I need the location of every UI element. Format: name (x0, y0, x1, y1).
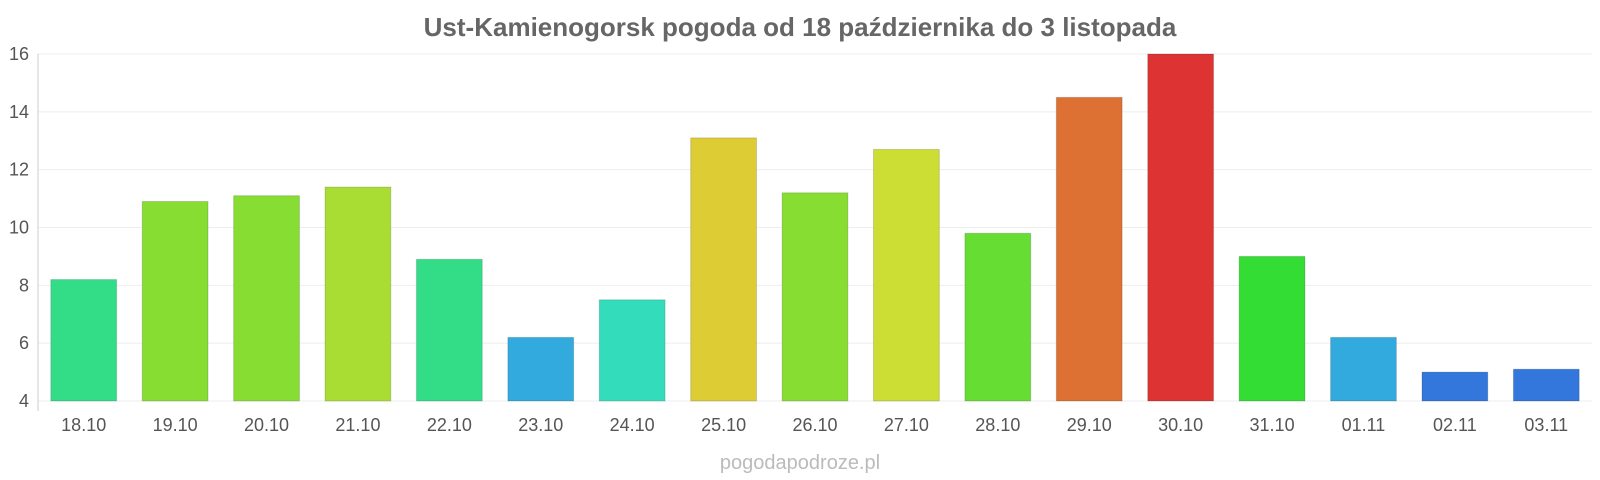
x-tick-label: 19.10 (153, 415, 198, 435)
x-tick-label: 23.10 (518, 415, 563, 435)
x-tick-label: 22.10 (427, 415, 472, 435)
footer-source: pogodapodroze.pl (720, 452, 880, 474)
x-tick-label: 21.10 (335, 415, 380, 435)
x-tick-label: 26.10 (792, 415, 837, 435)
bar-18.10 (50, 279, 118, 402)
bar-25.10 (690, 137, 757, 402)
x-tick-label: 31.10 (1250, 415, 1295, 435)
bar-27.10 (873, 148, 940, 402)
x-tick-label: 30.10 (1158, 415, 1203, 435)
bar-20.10 (233, 195, 300, 402)
y-tick-label: 8 (19, 275, 29, 295)
bar-22.10 (415, 258, 483, 402)
x-axis-ticks: 18.10 19.10 20.10 21.10 22.10 23.10 24.10 25.10… (61, 415, 1568, 435)
x-tick-label: 24.10 (610, 415, 655, 435)
y-tick-label: 6 (19, 333, 29, 353)
x-tick-label: 27.10 (884, 415, 929, 435)
y-tick-label: 12 (9, 160, 29, 180)
x-tick-label: 20.10 (244, 415, 289, 435)
y-tick-label: 16 (9, 44, 29, 64)
x-tick-label: 03.11 (1524, 415, 1568, 435)
bar-30.10 (1147, 53, 1215, 402)
chart-title: Ust-Kamienogorsk pogoda od 18 październi… (424, 12, 1177, 42)
bar-series (50, 53, 1580, 402)
x-tick-label: 28.10 (975, 415, 1020, 435)
x-tick-label: 01.11 (1342, 415, 1386, 435)
bar-21.10 (324, 186, 392, 402)
x-tick-label: 25.10 (701, 415, 746, 435)
y-axis-ticks: 4 6 8 10 12 14 16 (9, 44, 29, 411)
y-tick-label: 10 (9, 218, 29, 238)
x-tick-label: 29.10 (1067, 415, 1112, 435)
bar-01.11 (1330, 336, 1397, 402)
bar-31.10 (1238, 255, 1306, 402)
y-tick-label: 4 (19, 391, 29, 411)
bar-26.10 (781, 192, 849, 402)
bar-28.10 (964, 232, 1032, 402)
x-tick-label: 02.11 (1433, 415, 1477, 435)
bar-23.10 (507, 336, 575, 402)
bar-29.10 (1055, 96, 1123, 402)
bar-02.11 (1421, 371, 1489, 402)
x-tick-label: 18.10 (61, 415, 106, 435)
bar-24.10 (598, 299, 666, 402)
bar-03.11 (1512, 368, 1580, 402)
bar-19.10 (141, 200, 209, 402)
y-tick-label: 14 (9, 102, 29, 122)
